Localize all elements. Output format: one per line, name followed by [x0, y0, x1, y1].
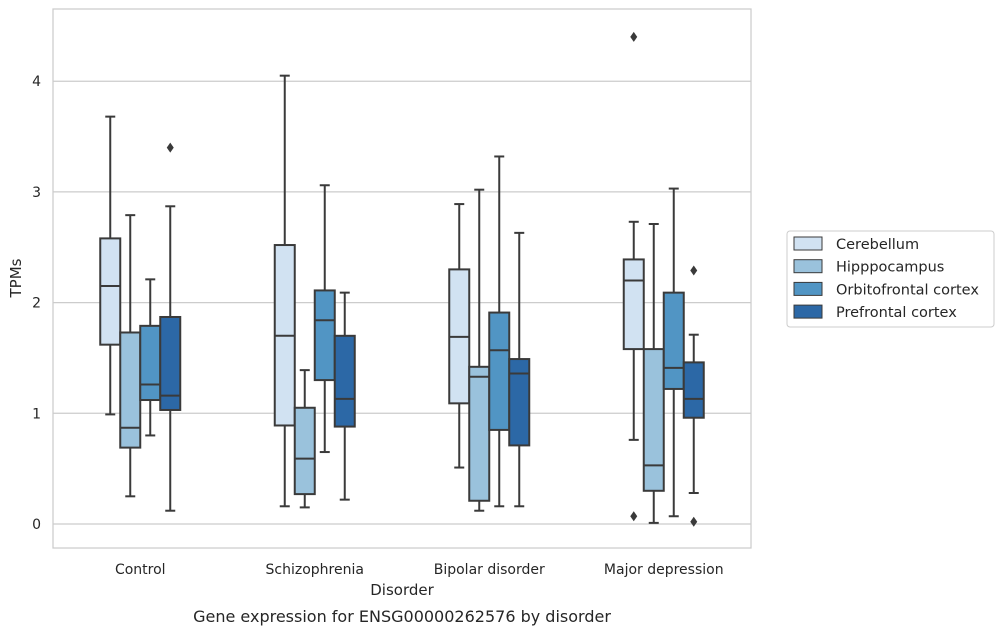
y-tick-label: 0 — [32, 517, 41, 533]
legend-frame — [786, 230, 995, 328]
box-body — [99, 237, 122, 346]
legend-item: Cerebellum — [793, 236, 919, 253]
box-cerebellum — [99, 115, 122, 416]
box-body — [139, 324, 162, 402]
box-orbitofrontal-cortex — [662, 187, 685, 518]
box-body — [468, 365, 491, 502]
outlier-marker — [690, 265, 698, 276]
box-cerebellum — [273, 74, 296, 508]
box-prefrontal-cortex — [333, 291, 356, 501]
legend-label: Prefrontal cortex — [836, 305, 957, 321]
plot-frame — [52, 8, 752, 549]
legend-item: Prefrontal cortex — [793, 304, 957, 321]
box-body — [642, 348, 665, 492]
box-hipppocampus — [642, 223, 665, 524]
chart-caption: Gene expression for ENSG00000262576 by d… — [193, 607, 611, 626]
box-orbitofrontal-cortex — [139, 278, 162, 437]
y-tick-label: 3 — [32, 185, 41, 201]
box-body — [622, 258, 645, 351]
box-body — [488, 311, 511, 431]
y-tick-label: 4 — [32, 74, 41, 90]
box-cerebellum — [622, 31, 645, 522]
box-hipppocampus — [119, 214, 142, 498]
box-body — [508, 358, 531, 447]
legend-label: Hipppocampus — [836, 260, 944, 276]
box-prefrontal-cortex — [159, 142, 182, 512]
x-tick-label: Control — [115, 562, 166, 578]
legend: Cerebellum Hipppocampus Orbitofrontal cort… — [786, 230, 995, 328]
box-hipppocampus — [468, 188, 491, 512]
x-tick-label: Major depression — [604, 562, 724, 578]
y-axis-label: TPMs — [7, 258, 25, 298]
box-body — [682, 361, 705, 419]
outlier-marker — [630, 31, 638, 42]
box-body — [119, 331, 142, 449]
box-body — [313, 289, 336, 382]
legend-label: Orbitofrontal cortex — [836, 282, 979, 298]
legend-swatch — [793, 236, 823, 251]
box-hipppocampus — [293, 369, 316, 509]
x-tick-labels: Control Schizophrenia Bipolar disorder Majo… — [115, 562, 724, 578]
boxes — [99, 31, 705, 527]
x-tick-label: Schizophrenia — [266, 562, 364, 578]
box-body — [293, 406, 316, 496]
box-prefrontal-cortex — [682, 265, 705, 527]
box-body — [662, 291, 685, 390]
box-body — [159, 315, 182, 411]
box-body — [333, 334, 356, 428]
legend-swatch — [793, 304, 823, 319]
legend-swatch — [793, 281, 823, 296]
y-tick-label: 1 — [32, 406, 41, 422]
legend-item: Orbitofrontal cortex — [793, 281, 979, 298]
y-tick-label: 2 — [32, 296, 41, 312]
outlier-marker — [690, 516, 698, 527]
y-tick-labels: 0 1 2 3 4 — [32, 74, 41, 533]
legend-item: Hipppocampus — [793, 259, 944, 276]
outlier-marker — [166, 142, 174, 153]
x-axis-label: Disorder — [370, 581, 434, 599]
box-cerebellum — [448, 203, 471, 469]
box-prefrontal-cortex — [508, 231, 531, 508]
legend-swatch — [793, 259, 823, 274]
outlier-marker — [630, 511, 638, 522]
legend-label: Cerebellum — [836, 237, 919, 253]
x-tick-label: Bipolar disorder — [434, 562, 545, 578]
